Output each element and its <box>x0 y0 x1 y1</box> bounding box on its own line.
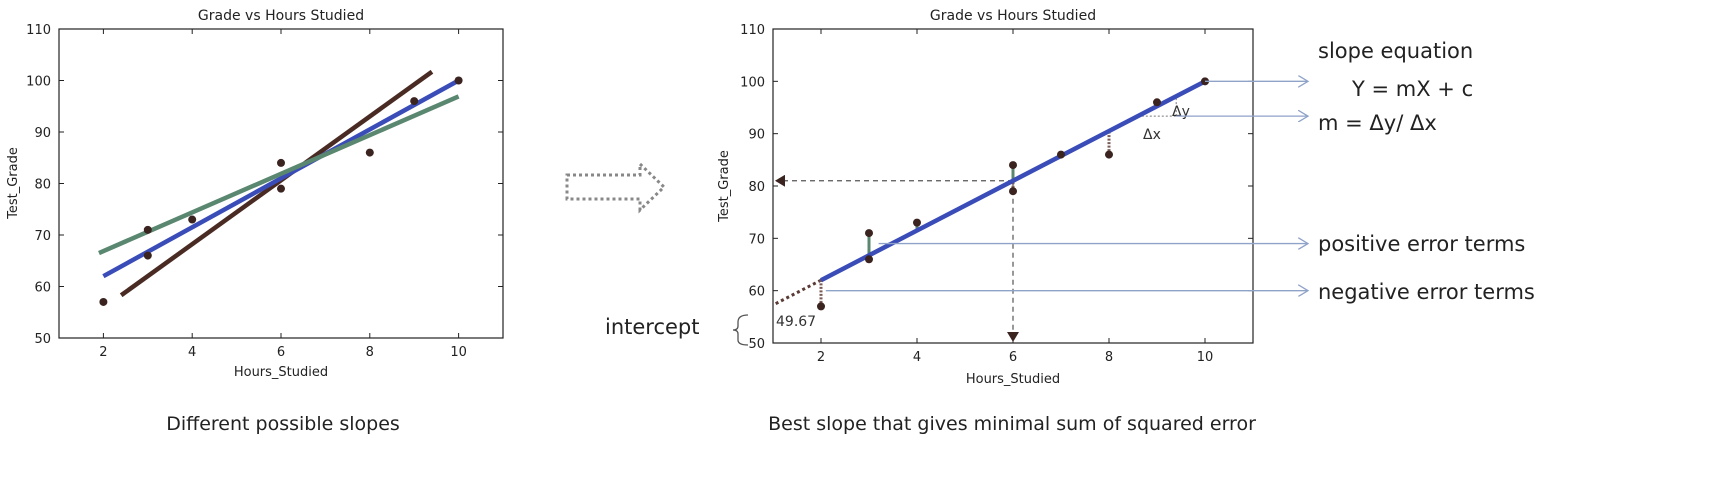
left-x-tick-label: 10 <box>450 345 467 360</box>
negative-error-label: negative error terms <box>1318 280 1535 304</box>
left-data-point <box>277 158 285 167</box>
left-y-tick-label: 90 <box>34 126 51 141</box>
transition-arrow <box>565 160 667 214</box>
left-y-tick-label: 70 <box>34 229 51 244</box>
right-data-point <box>865 229 873 238</box>
left-data-point <box>365 148 374 157</box>
right-caption: Best slope that gives minimal sum of squ… <box>768 413 1256 435</box>
left-y-tick-label: 100 <box>26 75 51 90</box>
left-y-axis-label: Test_Grade <box>6 147 21 220</box>
slope-formula: m = Δy/ Δx <box>1318 111 1437 135</box>
left-x-axis-label: Hours_Studied <box>234 365 328 380</box>
left-x-tick-label: 6 <box>277 345 285 360</box>
left-slope-line-3 <box>98 94 460 256</box>
slope-equation-label: slope equation <box>1318 39 1473 63</box>
right-x-axis-label: Hours_Studied <box>966 372 1060 387</box>
left-y-tick-label: 60 <box>34 281 51 296</box>
intercept-extension <box>774 278 822 306</box>
left-data-point <box>277 184 285 193</box>
left-data-point <box>143 251 152 260</box>
best-fit-line <box>819 79 1207 283</box>
left-x-tick-label: 4 <box>188 345 196 360</box>
left-chart-title: Grade vs Hours Studied <box>198 8 364 24</box>
right-chart: Grade vs Hours Studied 2 4 6 8 10 50 60 70 80 90 1… <box>717 8 1256 435</box>
left-y-tick-label: 50 <box>34 332 51 347</box>
left-y-tick-label: 110 <box>26 23 51 38</box>
right-data-point <box>1153 98 1161 107</box>
right-data-point <box>817 302 825 311</box>
right-y-tick-label: 100 <box>740 75 765 90</box>
left-data-point <box>188 215 197 224</box>
left-data-point <box>454 76 463 85</box>
right-x-tick-label: 4 <box>913 350 921 365</box>
left-data-point <box>143 225 152 234</box>
right-chart-title: Grade vs Hours Studied <box>930 8 1096 24</box>
left-slope-line-1 <box>119 69 434 298</box>
right-x-tick-label: 10 <box>1197 350 1214 365</box>
intercept-brace <box>732 314 749 346</box>
left-caption: Different possible slopes <box>166 413 400 435</box>
intercept-label: intercept <box>605 315 700 339</box>
right-y-tick-label: 110 <box>740 23 765 38</box>
right-y-tick-label: 60 <box>748 285 765 300</box>
right-y-tick-label: 90 <box>748 128 765 143</box>
right-x-tick-label: 6 <box>1009 350 1017 365</box>
delta-y-label: Δy <box>1172 104 1190 120</box>
right-data-point <box>913 218 921 227</box>
right-data-point <box>1105 150 1113 159</box>
right-y-axis-label: Test_Grade <box>717 150 732 223</box>
left-x-tick-label: 8 <box>366 345 374 360</box>
delta-x-label: Δx <box>1143 127 1161 143</box>
left-slope-line-2 <box>102 78 460 279</box>
intercept-value: 49.67 <box>776 314 816 330</box>
right-y-tick-label: 50 <box>748 337 765 352</box>
left-x-tick-label: 2 <box>99 345 107 360</box>
right-data-point <box>1009 161 1017 170</box>
left-data-point <box>99 297 108 306</box>
annotations: slope equation Y = mX + c m = Δy/ Δx pos… <box>605 39 1535 346</box>
equation-text: Y = mX + c <box>1351 77 1473 101</box>
right-y-tick-label: 70 <box>748 232 765 247</box>
left-data-point <box>410 97 419 106</box>
right-x-tick-label: 8 <box>1105 350 1113 365</box>
right-x-tick-label: 2 <box>817 350 825 365</box>
right-data-point <box>1009 187 1017 196</box>
annotation-pointers <box>825 81 1308 290</box>
right-data-point <box>1057 150 1065 159</box>
right-y-tick-label: 80 <box>748 180 765 195</box>
left-y-tick-label: 80 <box>34 178 51 193</box>
left-chart: Grade vs Hours Studied 2 4 6 8 10 50 60 70 80 90 1… <box>6 8 504 435</box>
positive-error-label: positive error terms <box>1318 232 1525 256</box>
right-data-point <box>865 255 873 264</box>
